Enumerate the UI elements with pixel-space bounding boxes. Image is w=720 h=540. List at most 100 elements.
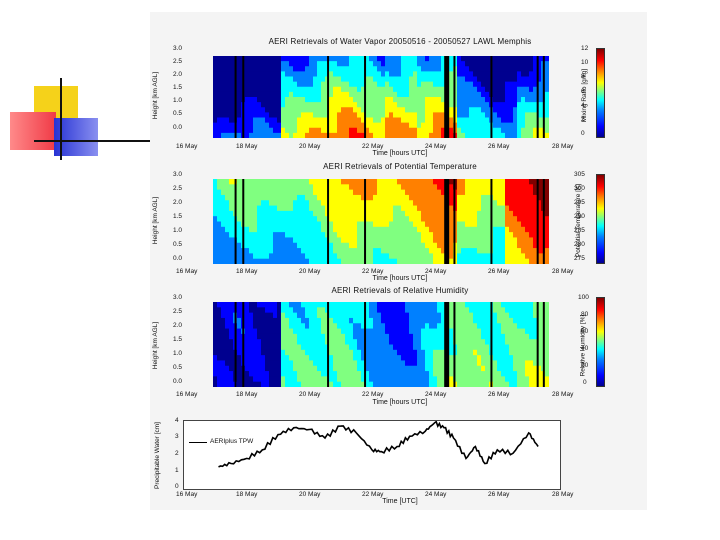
heatmap-cell: [477, 242, 482, 249]
heatmap-cell: [473, 56, 478, 62]
heatmap-cell: [497, 102, 502, 108]
heatmap-cell: [521, 339, 526, 346]
heatmap-cell: [377, 102, 382, 108]
heatmap-cell: [281, 365, 286, 372]
heatmap-cell: [321, 349, 326, 356]
heatmap-cell: [533, 355, 538, 362]
heatmap-cell: [213, 179, 218, 185]
heatmap-cell: [433, 71, 438, 78]
heatmap-cell: [281, 184, 286, 191]
heatmap-cell: [361, 344, 366, 351]
heatmap-cell: [357, 97, 362, 103]
heatmap-cell: [249, 258, 254, 264]
heatmap-cell: [509, 86, 514, 93]
heatmap-cell: [365, 91, 370, 98]
data-gap-band: [490, 302, 493, 387]
heatmap-cell: [389, 97, 394, 103]
heatmap-cell: [401, 102, 406, 108]
heatmap-cell: [485, 66, 490, 72]
aeri-figure: AERI Retrievals of Water Vapor 20050516 …: [150, 12, 647, 510]
heatmap-cell: [249, 117, 254, 124]
heatmap-cell: [437, 226, 442, 233]
heatmap-cell: [385, 81, 390, 88]
heatmap-cell: [213, 307, 218, 314]
heatmap-cell: [289, 76, 294, 83]
heatmap-cell: [525, 248, 530, 254]
heatmap-cell: [465, 323, 470, 330]
heatmap-cell: [533, 328, 538, 335]
heatmap-cell: [469, 76, 474, 83]
heatmap-cell: [477, 179, 482, 185]
heatmap-cell: [529, 328, 534, 335]
heatmap-cell: [533, 91, 538, 98]
heatmap-cell: [397, 200, 402, 207]
heatmap-cell: [309, 179, 314, 185]
heatmap-cell: [349, 302, 354, 308]
heatmap-cell: [497, 242, 502, 249]
heatmap-cell: [221, 76, 226, 83]
heatmap-cell: [477, 232, 482, 239]
heatmap-cell: [221, 339, 226, 346]
heatmap-cell: [457, 237, 462, 244]
heatmap-cell: [481, 307, 486, 314]
heatmap-cell: [529, 365, 534, 372]
heatmap-cell: [237, 365, 242, 372]
heatmap-cell: [285, 365, 290, 372]
heatmap-cell: [285, 216, 290, 223]
heatmap-cell: [301, 248, 306, 254]
heatmap-cell: [409, 112, 414, 119]
heatmap-cell: [405, 76, 410, 83]
heatmap-cell: [441, 248, 446, 254]
heatmap-cell: [301, 317, 306, 324]
heatmap-cell: [537, 381, 542, 387]
heatmap-cell: [469, 339, 474, 346]
heatmap-cell: [305, 76, 310, 83]
heatmap-cell: [505, 312, 510, 319]
heatmap-cell: [321, 344, 326, 351]
heatmap-cell: [353, 242, 358, 249]
heatmap-cell: [277, 258, 282, 264]
heatmap-cell: [537, 328, 542, 335]
heatmap-cell: [477, 371, 482, 377]
heatmap-cell: [229, 253, 234, 260]
data-gap-band: [444, 56, 450, 138]
heatmap-cell: [417, 117, 422, 124]
heatmap-cell: [413, 189, 418, 196]
heatmap-cell: [253, 237, 258, 244]
heatmap-cell: [369, 112, 374, 119]
heatmap-cell: [481, 76, 486, 83]
heatmap-cell: [341, 210, 346, 217]
heatmap-cell: [289, 253, 294, 260]
heatmap-cell: [505, 344, 510, 351]
heatmap-cell: [545, 376, 549, 383]
heatmap-cell: [321, 102, 326, 108]
heatmap-cell: [249, 328, 254, 335]
heatmap-cell: [381, 232, 386, 239]
heatmap-cell: [501, 194, 506, 201]
heatmap-cell: [213, 355, 218, 362]
heatmap-cell: [493, 91, 498, 98]
heatmap-cell: [269, 61, 274, 67]
panel1-ytick: 0.0: [173, 124, 183, 131]
heatmap-cell: [313, 216, 318, 223]
heatmap-cell: [521, 66, 526, 72]
heatmap-cell: [469, 184, 474, 191]
heatmap-cell: [493, 323, 498, 330]
heatmap-cell: [229, 355, 234, 362]
heatmap-cell: [309, 339, 314, 346]
heatmap-cell: [545, 365, 549, 372]
data-gap-band: [542, 179, 545, 264]
heatmap-cell: [473, 122, 478, 129]
heatmap-cell: [397, 112, 402, 119]
heatmap-cell: [293, 132, 298, 138]
heatmap-cell: [237, 56, 242, 62]
heatmap-cell: [217, 112, 222, 119]
heatmap-cell: [365, 71, 370, 78]
heatmap-cell: [333, 76, 338, 83]
heatmap-cell: [269, 333, 274, 340]
data-gap-band: [444, 179, 450, 264]
heatmap-cell: [317, 112, 322, 119]
heatmap-cell: [473, 91, 478, 98]
heatmap-cell: [373, 253, 378, 260]
heatmap-cell: [485, 112, 490, 119]
